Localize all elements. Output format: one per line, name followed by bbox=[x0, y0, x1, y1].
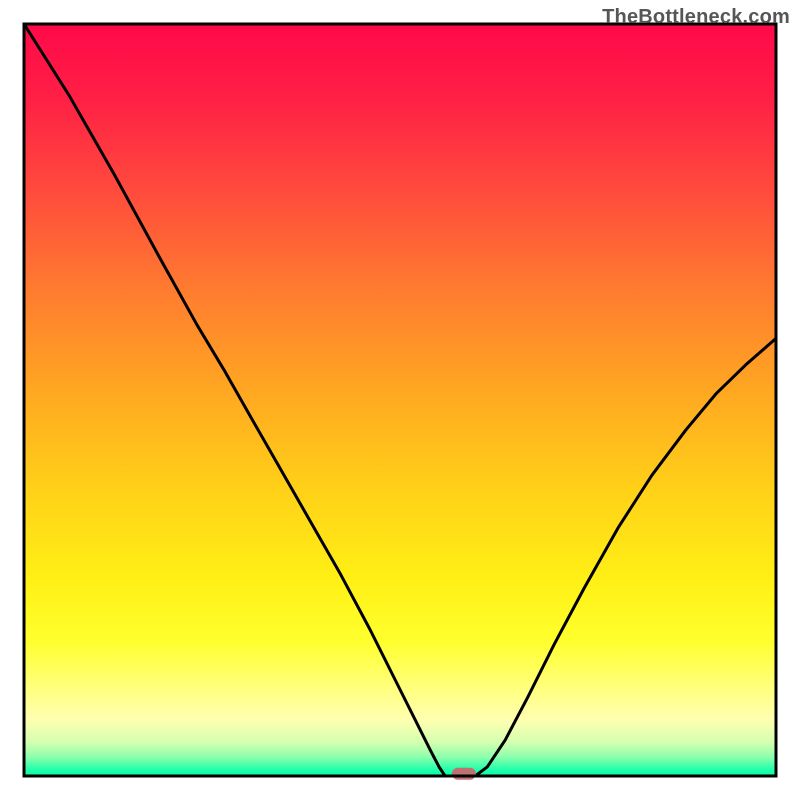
plot-background bbox=[24, 24, 776, 776]
bottleneck-chart: TheBottleneck.com bbox=[0, 0, 800, 800]
chart-svg bbox=[0, 0, 800, 800]
optimal-marker bbox=[452, 768, 476, 780]
watermark-text: TheBottleneck.com bbox=[602, 6, 790, 29]
